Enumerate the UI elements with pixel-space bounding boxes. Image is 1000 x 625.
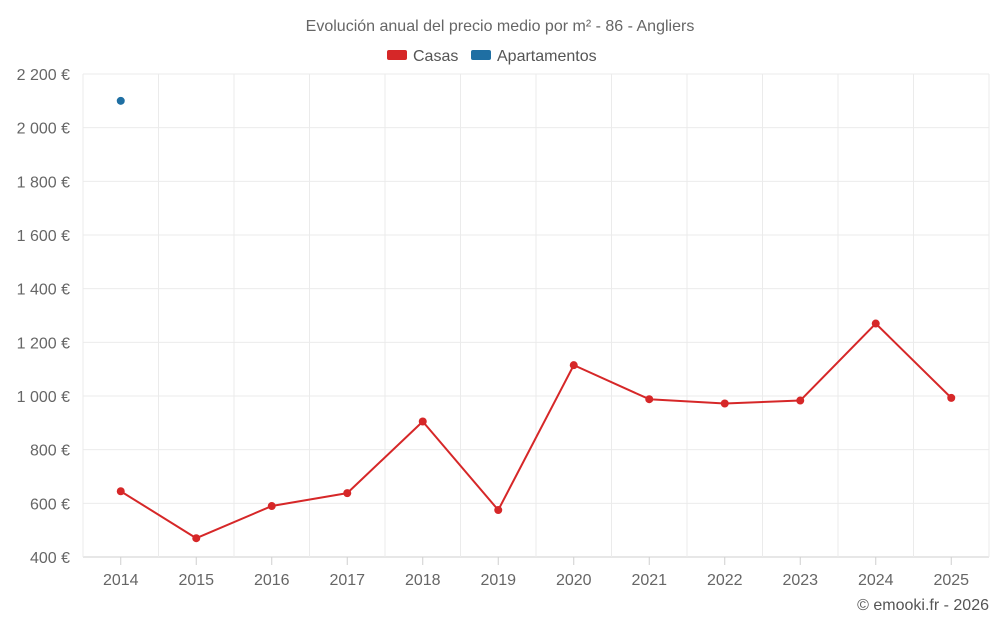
x-tick-label: 2019 [480,572,516,589]
legend-item-casas[interactable]: Casas [387,48,458,65]
data-point-casas[interactable] [796,396,805,405]
x-tick-label: 2022 [707,572,743,589]
legend-swatch-casas [387,50,407,60]
y-tick-label: 2 000 € [17,121,70,138]
data-point-casas[interactable] [645,395,654,404]
grid [82,73,990,558]
y-tick-label: 600 € [30,496,70,513]
legend: Casas Apartamentos [387,48,597,65]
y-tick-label: 400 € [30,550,70,567]
y-tick-label: 1 200 € [17,335,70,352]
legend-label-apartamentos: Apartamentos [497,48,597,65]
series [116,96,956,543]
data-point-casas[interactable] [267,502,276,511]
x-tick-label: 2021 [631,572,667,589]
data-point-apartamentos[interactable] [116,96,125,105]
x-tick-label: 2018 [405,572,441,589]
x-tick-label: 2024 [858,572,894,589]
x-tick-label: 2014 [103,572,139,589]
x-tick-label: 2023 [782,572,818,589]
y-tick-label: 1 800 € [17,174,70,191]
x-tick-label: 2017 [329,572,365,589]
series-line-casas [120,322,952,540]
data-point-casas[interactable] [871,319,880,328]
x-tick-label: 2015 [178,572,214,589]
x-tick-label: 2025 [933,572,969,589]
data-point-casas[interactable] [947,393,956,402]
y-tick-label: 800 € [30,443,70,460]
y-tick-label: 1 400 € [17,282,70,299]
data-point-casas[interactable] [343,489,352,498]
legend-swatch-apartamentos [471,50,491,60]
y-axis: 400 € 600 € 800 € 1 000 € 1 200 € 1 400 € 1 60… [17,67,70,567]
credit-text: © emooki.fr - 2026 [857,597,989,614]
legend-item-apartamentos[interactable]: Apartamentos [471,48,597,65]
y-tick-label: 2 200 € [17,67,70,84]
data-point-casas[interactable] [494,506,503,515]
data-point-casas[interactable] [720,399,729,408]
x-tick-label: 2020 [556,572,592,589]
data-point-casas[interactable] [116,487,125,496]
data-point-casas[interactable] [192,534,201,543]
data-point-casas[interactable] [418,417,427,426]
x-tick-label: 2016 [254,572,290,589]
chart-title: Evolución anual del precio medio por m² … [306,18,695,35]
legend-label-casas: Casas [413,48,458,65]
data-point-casas[interactable] [569,361,578,370]
y-tick-label: 1 000 € [17,389,70,406]
x-axis: 2014 2015 2016 2017 2018 2019 2020 2021 2022 2023… [103,557,969,589]
y-tick-label: 1 600 € [17,228,70,245]
